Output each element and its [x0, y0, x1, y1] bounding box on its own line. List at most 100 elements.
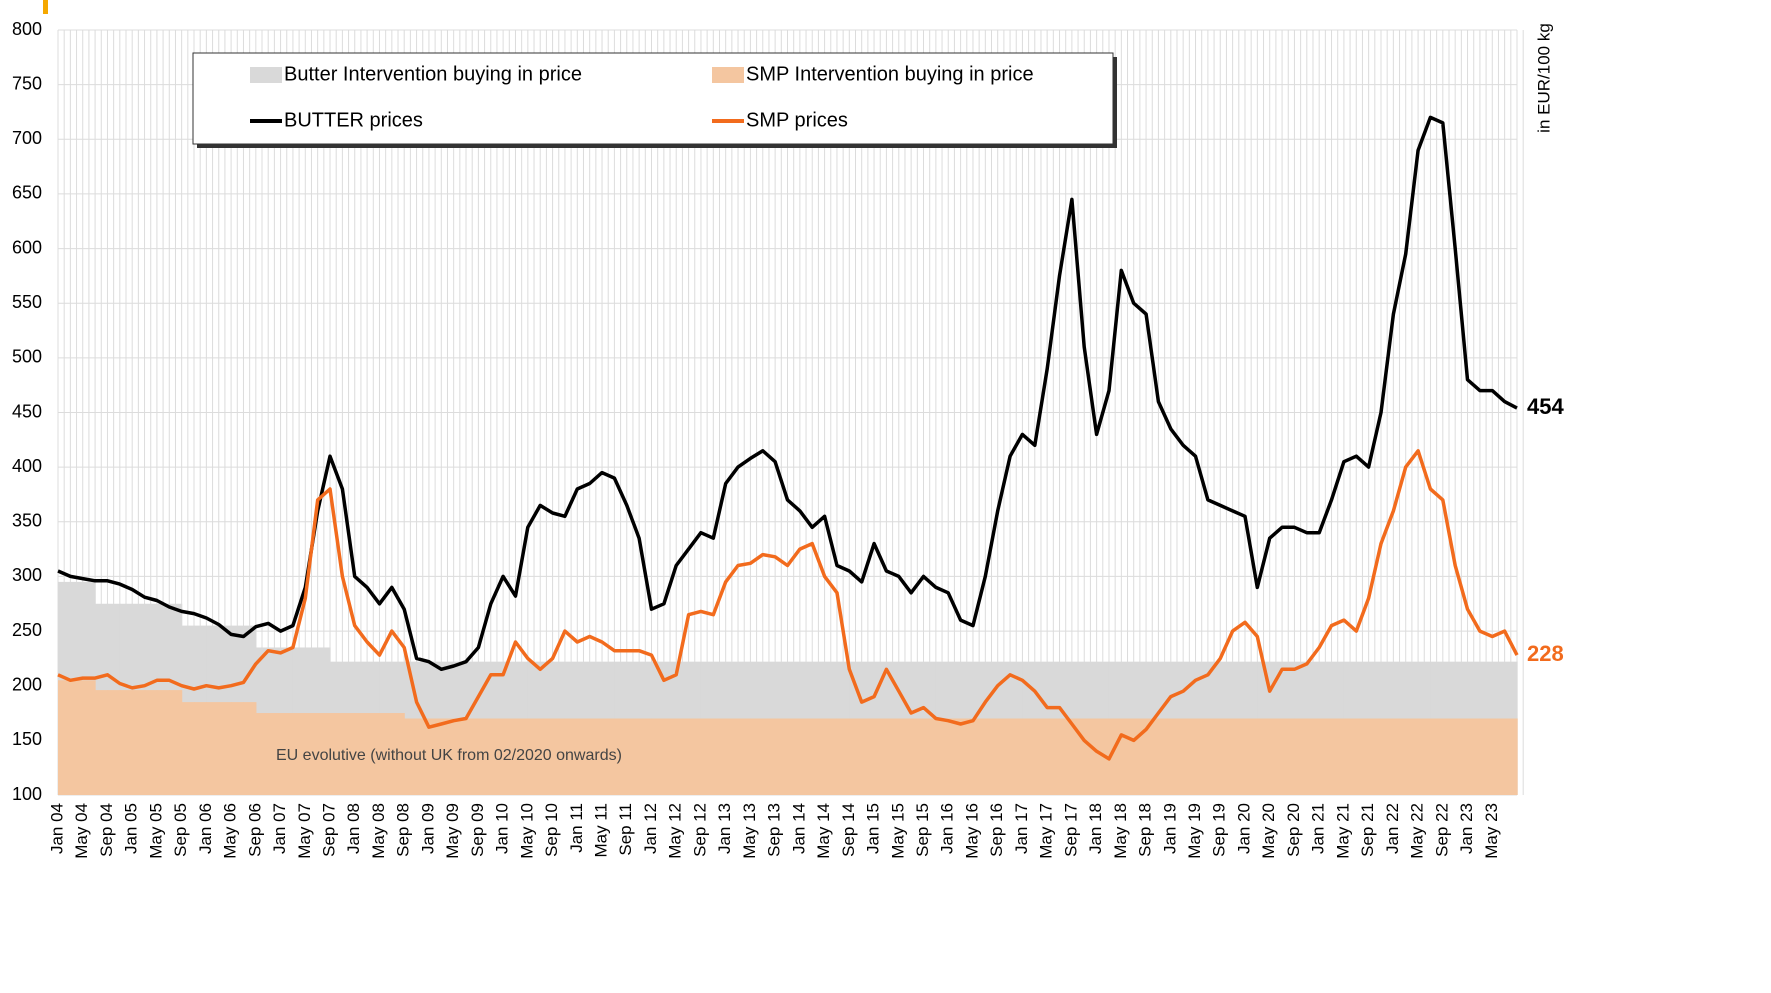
- x-tick-label: Jan 20: [1234, 803, 1253, 854]
- area-step: [1010, 718, 1024, 795]
- area-step: [564, 718, 578, 795]
- area-step: [1257, 718, 1271, 795]
- area-step: [1319, 718, 1333, 795]
- x-tick-label: Jan 22: [1383, 803, 1402, 854]
- x-tick-label: May 18: [1111, 803, 1130, 859]
- area-step: [119, 690, 133, 795]
- area-step: [70, 680, 84, 795]
- y-axis-label: in EUR/100 kg: [1534, 23, 1553, 133]
- axes: 100 150 200 250 300 350 400 450 500 550 600 650 700 7…: [12, 19, 1501, 859]
- price-line: [57, 115, 1518, 672]
- area-step: [194, 702, 207, 795]
- area-step: [1022, 718, 1036, 795]
- area-step: [1084, 718, 1098, 795]
- area-step: [540, 718, 554, 795]
- area-step: [972, 718, 986, 795]
- x-tick-label: Sep 17: [1061, 803, 1080, 857]
- area-step: [1282, 718, 1296, 795]
- x-tick-label: Jan 07: [270, 803, 289, 854]
- area-step: [1183, 718, 1197, 795]
- y-tick-label: 600: [12, 237, 42, 257]
- y-tick-label: 700: [12, 128, 42, 148]
- area-step: [82, 680, 96, 795]
- area-step: [515, 718, 529, 795]
- area-step: [391, 713, 405, 795]
- x-tick-label: May 23: [1482, 803, 1501, 859]
- area-step: [799, 718, 813, 795]
- area-step: [713, 718, 727, 795]
- y-tick-label: 550: [12, 292, 42, 312]
- x-tick-label: May 07: [295, 803, 314, 859]
- area-step: [404, 718, 418, 795]
- x-tick-label: Sep 16: [987, 803, 1006, 857]
- area-step: [812, 718, 826, 795]
- x-tick-label: Jan 04: [47, 803, 66, 854]
- area-step: [676, 718, 690, 795]
- area-step: [1368, 718, 1382, 795]
- area-step: [466, 718, 479, 795]
- x-tick-label: Jan 14: [789, 803, 808, 854]
- x-tick-label: May 15: [888, 803, 907, 859]
- x-tick-label: May 06: [221, 803, 240, 859]
- x-tick-label: Jan 08: [344, 803, 363, 854]
- area-step: [589, 718, 603, 795]
- area-step: [132, 690, 146, 795]
- x-tick-label: Sep 18: [1136, 803, 1155, 857]
- area-step: [416, 718, 430, 795]
- area-step: [1034, 718, 1048, 795]
- area-step: [762, 718, 776, 795]
- area-step: [144, 690, 158, 795]
- area-step: [663, 718, 677, 795]
- area-step: [824, 718, 838, 795]
- area-step: [886, 718, 900, 795]
- area-step: [1430, 718, 1444, 795]
- area-step: [787, 718, 801, 795]
- y-tick-label: 450: [12, 401, 42, 421]
- legend-label: Butter Intervention buying in price: [284, 63, 582, 85]
- area-step: [552, 718, 566, 795]
- area-step: [1343, 718, 1357, 795]
- legend: Butter Intervention buying in price SMP I…: [250, 63, 1034, 131]
- x-tick-label: Jan 05: [122, 803, 141, 854]
- x-tick-label: May 14: [814, 803, 833, 859]
- area-step: [1207, 718, 1221, 795]
- area-step: [651, 718, 665, 795]
- price-line: [57, 449, 1519, 761]
- x-tick-label: Jan 17: [1012, 803, 1031, 854]
- area-step: [985, 718, 999, 795]
- area-step: [367, 713, 381, 795]
- area-step: [255, 713, 269, 795]
- area-step: [181, 702, 195, 795]
- x-tick-label: Jan 12: [641, 803, 660, 854]
- area-step: [725, 718, 739, 795]
- x-tick-label: Jan 13: [715, 803, 734, 854]
- x-tick-label: Jan 23: [1457, 803, 1476, 854]
- end-label: 228: [1527, 641, 1564, 666]
- y-tick-label: 150: [12, 729, 42, 749]
- area-step: [503, 718, 517, 795]
- area-step: [861, 718, 875, 795]
- x-tick-label: May 08: [369, 803, 388, 859]
- area-step: [490, 718, 504, 795]
- x-tick-label: Sep 22: [1432, 803, 1451, 857]
- area-step: [1393, 718, 1407, 795]
- legend-label: SMP prices: [746, 109, 848, 131]
- area-step: [626, 718, 640, 795]
- area-step: [1121, 718, 1135, 795]
- y-tick-label: 400: [12, 456, 42, 476]
- area-step: [379, 713, 393, 795]
- x-tick-label: May 21: [1333, 803, 1352, 859]
- y-tick-label: 100: [12, 784, 42, 804]
- x-tick-label: May 17: [1037, 803, 1056, 859]
- area-step: [1269, 718, 1283, 795]
- legend-swatch: [712, 67, 744, 83]
- area-step: [107, 690, 121, 795]
- y-tick-label: 750: [12, 73, 42, 93]
- area-step: [1442, 718, 1456, 795]
- area-step: [836, 718, 850, 795]
- x-tick-label: Jan 16: [938, 803, 957, 854]
- area-step: [1455, 718, 1469, 795]
- area-step: [305, 713, 319, 795]
- area-step: [428, 718, 442, 795]
